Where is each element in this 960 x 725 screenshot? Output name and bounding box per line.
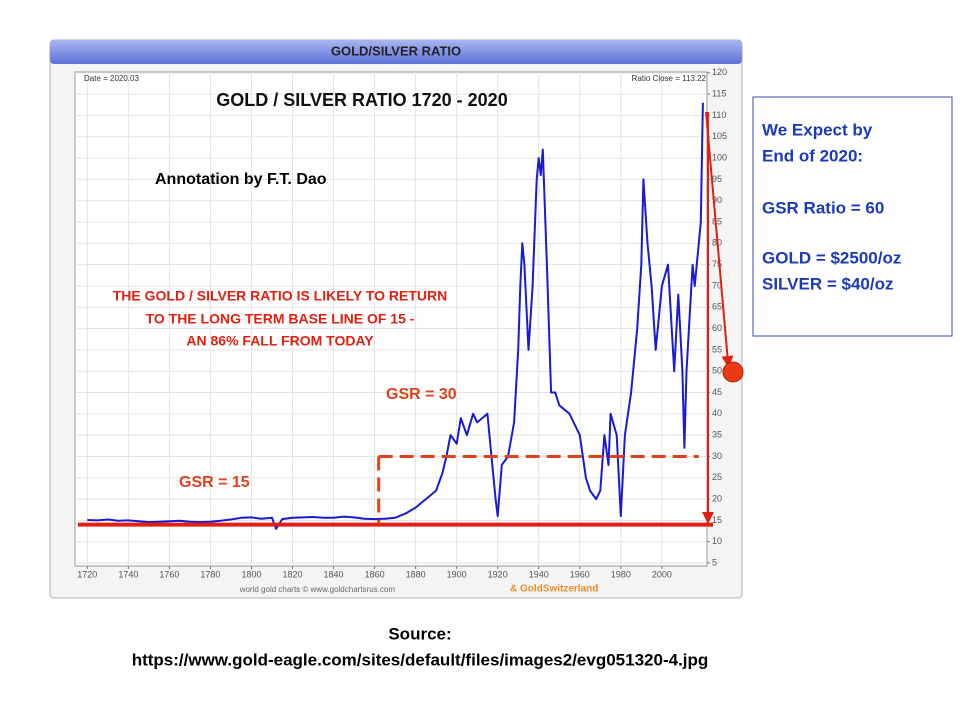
x-tick-label: 1780 xyxy=(200,569,220,579)
y-tick-label: 40 xyxy=(712,408,722,418)
y-tick-label: 120 xyxy=(712,67,727,77)
source-url: https://www.gold-eagle.com/sites/default… xyxy=(132,650,709,669)
red-note: AN 86% FALL FROM TODAY xyxy=(186,333,374,349)
forecast-line: GOLD = $2500/oz xyxy=(762,248,901,267)
y-tick-label: 100 xyxy=(712,152,727,162)
red-note: TO THE LONG TERM BASE LINE OF 15 - xyxy=(146,311,415,327)
x-tick-label: 1940 xyxy=(529,569,549,579)
forecast-line: GSR Ratio = 60 xyxy=(762,198,884,217)
target-dot xyxy=(722,361,744,383)
annotation-credit: Annotation by F.T. Dao xyxy=(155,171,327,188)
source-label: Source: xyxy=(388,624,451,643)
y-tick-label: 30 xyxy=(712,451,722,461)
y-tick-label: 60 xyxy=(712,323,722,333)
x-tick-label: 1920 xyxy=(488,569,508,579)
y-tick-label: 10 xyxy=(712,536,722,546)
forecast-line: SILVER = $40/oz xyxy=(762,274,893,293)
x-tick-label: 2000 xyxy=(652,569,672,579)
y-tick-label: 55 xyxy=(712,344,722,354)
forecast-line: We Expect by xyxy=(762,120,873,139)
y-tick-label: 15 xyxy=(712,515,722,525)
x-tick-label: 1760 xyxy=(159,569,179,579)
ratio-line xyxy=(87,102,704,530)
forecast-box xyxy=(752,96,953,337)
y-tick-label: 25 xyxy=(712,472,722,482)
y-tick-label: 110 xyxy=(712,110,726,120)
footer-brand: & GoldSwitzerland xyxy=(510,584,598,595)
y-tick-label: 45 xyxy=(712,387,722,397)
gsr15-label: GSR = 15 xyxy=(179,474,250,491)
header-text: GOLD/SILVER RATIO xyxy=(331,43,461,58)
y-tick-label: 50 xyxy=(712,366,722,376)
x-tick-label: 1820 xyxy=(282,569,302,579)
x-tick-label: 1740 xyxy=(118,569,138,579)
close-note: Ratio Close = 113.22 xyxy=(632,74,707,83)
x-tick-label: 1860 xyxy=(365,569,385,579)
y-tick-label: 105 xyxy=(712,131,727,141)
y-tick-label: 20 xyxy=(712,493,722,503)
y-tick-label: 65 xyxy=(712,302,722,312)
footer: world gold charts © www.goldchartsrus.co… xyxy=(239,585,396,594)
x-tick-label: 1980 xyxy=(611,569,631,579)
x-tick-label: 1800 xyxy=(241,569,261,579)
y-tick-label: 75 xyxy=(712,259,722,269)
y-tick-label: 35 xyxy=(712,430,722,440)
chart-title: GOLD / SILVER RATIO 1720 - 2020 xyxy=(216,90,507,110)
forecast-line: End of 2020: xyxy=(762,146,863,165)
y-tick-label: 70 xyxy=(712,280,722,290)
x-tick-label: 1840 xyxy=(324,569,344,579)
target-arrow xyxy=(705,111,734,368)
y-tick-label: 95 xyxy=(712,174,722,184)
x-tick-label: 1880 xyxy=(406,569,426,579)
gsr30-label: GSR = 30 xyxy=(386,386,457,403)
chart-header xyxy=(50,40,742,64)
y-tick-label: 90 xyxy=(712,195,722,205)
red-note: THE GOLD / SILVER RATIO IS LIKELY TO RET… xyxy=(113,288,447,304)
x-tick-label: 1720 xyxy=(77,569,97,579)
y-tick-label: 5 xyxy=(712,557,717,567)
x-tick-label: 1960 xyxy=(570,569,590,579)
x-tick-label: 1900 xyxy=(447,569,467,579)
y-tick-label: 115 xyxy=(712,89,726,99)
y-tick-label: 85 xyxy=(712,216,722,226)
date-note: Date = 2020.03 xyxy=(84,74,139,83)
